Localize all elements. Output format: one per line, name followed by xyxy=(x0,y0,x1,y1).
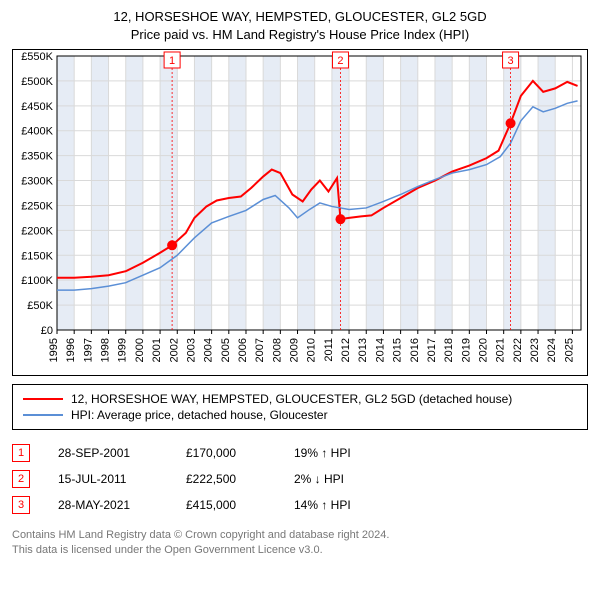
event-delta: 2% ↓ HPI xyxy=(294,472,394,486)
svg-text:1997: 1997 xyxy=(82,338,94,362)
svg-text:2015: 2015 xyxy=(392,338,404,362)
svg-text:2019: 2019 xyxy=(460,338,472,362)
event-row: 2 15-JUL-2011 £222,500 2% ↓ HPI xyxy=(12,466,588,492)
event-delta: 19% ↑ HPI xyxy=(294,446,394,460)
event-badge: 2 xyxy=(12,470,30,488)
svg-text:2011: 2011 xyxy=(323,338,335,362)
event-date: 15-JUL-2011 xyxy=(58,472,158,486)
svg-text:2018: 2018 xyxy=(443,338,455,362)
svg-text:2008: 2008 xyxy=(271,338,283,362)
svg-text:1: 1 xyxy=(169,55,175,67)
svg-text:2007: 2007 xyxy=(254,338,266,362)
svg-text:2022: 2022 xyxy=(512,338,524,362)
svg-text:2014: 2014 xyxy=(374,338,386,362)
events-table: 1 28-SEP-2001 £170,000 19% ↑ HPI 2 15-JUL-201… xyxy=(12,440,588,518)
svg-text:2003: 2003 xyxy=(185,338,197,362)
svg-text:3: 3 xyxy=(507,55,513,67)
svg-text:2006: 2006 xyxy=(237,338,249,362)
svg-text:£450K: £450K xyxy=(21,101,53,113)
chart-area: £0 £50K £100K £150K £200K £250K £300K £350K £400… xyxy=(12,49,588,376)
svg-text:1999: 1999 xyxy=(117,338,129,362)
event-row: 3 28-MAY-2021 £415,000 14% ↑ HPI xyxy=(12,492,588,518)
svg-text:2023: 2023 xyxy=(529,338,541,362)
svg-text:2000: 2000 xyxy=(134,338,146,362)
svg-text:2017: 2017 xyxy=(426,338,438,362)
event-price: £222,500 xyxy=(186,472,266,486)
svg-text:£100K: £100K xyxy=(21,275,53,287)
svg-text:2025: 2025 xyxy=(563,338,575,362)
svg-text:1998: 1998 xyxy=(100,338,112,362)
svg-text:1995: 1995 xyxy=(48,338,60,362)
svg-text:2020: 2020 xyxy=(478,338,490,362)
footer-line-2: This data is licensed under the Open Gov… xyxy=(12,543,588,558)
chart-title: 12, HORSESHOE WAY, HEMPSTED, GLOUCESTER,… xyxy=(12,8,588,43)
title-line-2: Price paid vs. HM Land Registry's House … xyxy=(12,26,588,44)
legend-label: HPI: Average price, detached house, Glou… xyxy=(71,408,328,422)
svg-text:£250K: £250K xyxy=(21,201,53,213)
svg-text:£200K: £200K xyxy=(21,225,53,237)
event-delta: 14% ↑ HPI xyxy=(294,498,394,512)
svg-text:2013: 2013 xyxy=(357,338,369,362)
footer-attribution: Contains HM Land Registry data © Crown c… xyxy=(12,528,588,558)
svg-text:2009: 2009 xyxy=(289,338,301,362)
legend-row: 12, HORSESHOE WAY, HEMPSTED, GLOUCESTER,… xyxy=(23,391,577,407)
svg-text:£400K: £400K xyxy=(21,126,53,138)
svg-text:2021: 2021 xyxy=(495,338,507,362)
legend-label: 12, HORSESHOE WAY, HEMPSTED, GLOUCESTER,… xyxy=(71,392,512,406)
footer-line-1: Contains HM Land Registry data © Crown c… xyxy=(12,528,588,543)
svg-text:1996: 1996 xyxy=(65,338,77,362)
svg-text:£350K: £350K xyxy=(21,151,53,163)
svg-text:£300K: £300K xyxy=(21,176,53,188)
svg-text:£0: £0 xyxy=(41,325,53,337)
svg-text:£50K: £50K xyxy=(27,300,53,312)
svg-text:2010: 2010 xyxy=(306,338,318,362)
event-row: 1 28-SEP-2001 £170,000 19% ↑ HPI xyxy=(12,440,588,466)
event-price: £415,000 xyxy=(186,498,266,512)
event-date: 28-SEP-2001 xyxy=(58,446,158,460)
svg-text:2002: 2002 xyxy=(168,338,180,362)
legend: 12, HORSESHOE WAY, HEMPSTED, GLOUCESTER,… xyxy=(12,384,588,430)
svg-text:2012: 2012 xyxy=(340,338,352,362)
svg-text:2005: 2005 xyxy=(220,338,232,362)
title-line-1: 12, HORSESHOE WAY, HEMPSTED, GLOUCESTER,… xyxy=(12,8,588,26)
svg-text:£150K: £150K xyxy=(21,250,53,262)
svg-text:2: 2 xyxy=(337,55,343,67)
svg-text:2001: 2001 xyxy=(151,338,163,362)
legend-swatch xyxy=(23,414,63,416)
event-badge: 1 xyxy=(12,444,30,462)
svg-text:£550K: £550K xyxy=(21,51,53,63)
svg-text:2016: 2016 xyxy=(409,338,421,362)
legend-swatch xyxy=(23,398,63,400)
event-date: 28-MAY-2021 xyxy=(58,498,158,512)
event-price: £170,000 xyxy=(186,446,266,460)
svg-text:2024: 2024 xyxy=(546,338,558,362)
legend-row: HPI: Average price, detached house, Glou… xyxy=(23,407,577,423)
svg-text:£500K: £500K xyxy=(21,76,53,88)
svg-text:2004: 2004 xyxy=(203,338,215,362)
event-badge: 3 xyxy=(12,496,30,514)
line-chart-svg: £0 £50K £100K £150K £200K £250K £300K £350K £400… xyxy=(13,50,587,370)
